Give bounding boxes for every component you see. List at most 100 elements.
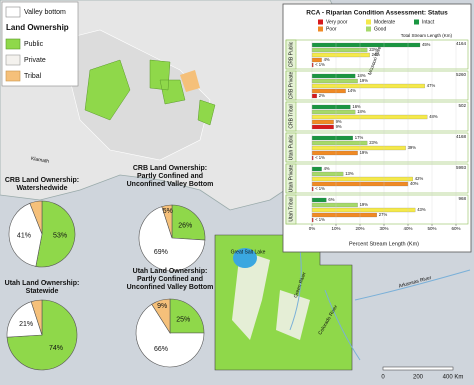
legend-heading: Land Ownership [6, 23, 69, 32]
pie-title: CRB Land Ownership: [133, 165, 207, 172]
rca-panel [282, 3, 472, 253]
bar-value-label: 19% [360, 150, 369, 155]
bar-value-label: 48% [429, 114, 438, 119]
bar [311, 135, 353, 141]
pie-slice [138, 206, 206, 272]
bar [311, 42, 421, 48]
group-total: 4164 [456, 41, 467, 46]
pie-title: Partly Confined and [137, 276, 203, 283]
bar-value-label: 23% [369, 47, 378, 52]
bar [311, 166, 322, 172]
legend-swatch [5, 6, 21, 18]
group-label: CRB Private [288, 72, 294, 100]
rca-title: RCA - Riparian Condition Assessment: Sta… [306, 10, 448, 17]
legend-swatch [366, 26, 371, 32]
pie-label: 66% [154, 346, 168, 353]
pie-label: 74% [49, 345, 63, 352]
pie-title: Utah Land Ownership: [133, 268, 208, 275]
bar [311, 176, 413, 182]
pie-slice [169, 298, 205, 334]
pie-title: Utah Land Ownership: [5, 280, 80, 287]
bar [311, 140, 368, 146]
bar-value-label: 9% [336, 124, 342, 129]
great-salt-lake [233, 248, 257, 268]
bar-value-label: 4% [324, 166, 330, 171]
pie-label: 69% [154, 249, 168, 256]
bar-value-label: < 1% [315, 217, 325, 222]
bar-value-label: 13% [345, 171, 354, 176]
scale-label: 0 [381, 375, 385, 381]
pie-label: 25% [176, 317, 190, 324]
bar-value-label: 24% [372, 52, 381, 57]
legend-swatch [318, 19, 323, 25]
bar [311, 114, 428, 120]
pie-title: Watershedwide [16, 185, 67, 192]
bar-value-label: 6% [328, 197, 334, 202]
rivers [289, 19, 471, 361]
x-tick-label: 20% [355, 226, 364, 231]
bar [311, 186, 314, 192]
legend-swatch [5, 38, 21, 50]
map-label: Great Salt Lake [231, 249, 266, 255]
bar [311, 150, 358, 156]
pie-label: 21% [19, 321, 33, 328]
group-label-box [285, 101, 297, 132]
legend-label: Moderate [374, 19, 395, 25]
private-land [232, 250, 310, 340]
bar [311, 202, 358, 208]
legend-swatch [366, 19, 371, 25]
x-tick-label: 60% [451, 226, 460, 231]
group-label-box [285, 39, 297, 70]
bar [311, 78, 358, 84]
pie-slice [171, 204, 206, 241]
pie-slice [29, 200, 43, 235]
bar [311, 104, 351, 110]
tribal-land [180, 70, 200, 92]
bar [311, 119, 334, 125]
legend-label: Very poor [326, 19, 348, 25]
bar [311, 145, 406, 151]
pie-slice [8, 202, 43, 267]
group-label-box [285, 70, 297, 101]
x-tick-label: 30% [379, 226, 388, 231]
bar-value-label: 19% [360, 202, 369, 207]
bar-value-label: 45% [422, 42, 431, 47]
pie-label: 41% [17, 233, 31, 240]
pie-title: CRB Land Ownership: [5, 177, 79, 184]
bar-value-label: 2% [319, 93, 325, 98]
scale-label: 200 [413, 375, 424, 381]
bar-value-label: 42% [415, 176, 424, 181]
bar-value-label: 4% [324, 57, 330, 62]
x-tick-label: 40% [403, 226, 412, 231]
pie-slice [151, 298, 171, 335]
x-axis-title: Percent Stream Length (Km) [349, 241, 419, 247]
bar-value-label: 43% [417, 207, 426, 212]
map-label: Klamath [30, 156, 49, 165]
bar-value-label: 9% [336, 119, 342, 124]
group-label-box [285, 194, 297, 225]
bar [311, 155, 314, 161]
bar [311, 207, 416, 213]
pie-slice [6, 301, 43, 338]
legend-swatch [5, 70, 21, 82]
legend-label: Tribal [24, 73, 42, 80]
bar-value-label: < 1% [315, 62, 325, 67]
legend-label: Public [24, 41, 44, 48]
legend-label: Good [374, 26, 386, 32]
pie-slice [161, 204, 173, 239]
group-label: Utah Private [288, 165, 294, 193]
bar [311, 57, 322, 63]
pie-slice [35, 200, 76, 268]
pie-title: Partly Confined and [137, 173, 203, 180]
legend-label: Private [24, 57, 46, 64]
bar-value-label: 14% [348, 88, 357, 93]
scale-bar [382, 366, 454, 371]
group-total: 968 [458, 196, 466, 201]
legend-swatch [414, 19, 419, 25]
group-label: Utah Public [288, 134, 294, 160]
bar-value-label: 47% [427, 83, 436, 88]
group-label: CRB Tribal [288, 104, 294, 128]
rca-header: Total Stream Length (Km) [401, 33, 453, 38]
bar [311, 73, 356, 79]
